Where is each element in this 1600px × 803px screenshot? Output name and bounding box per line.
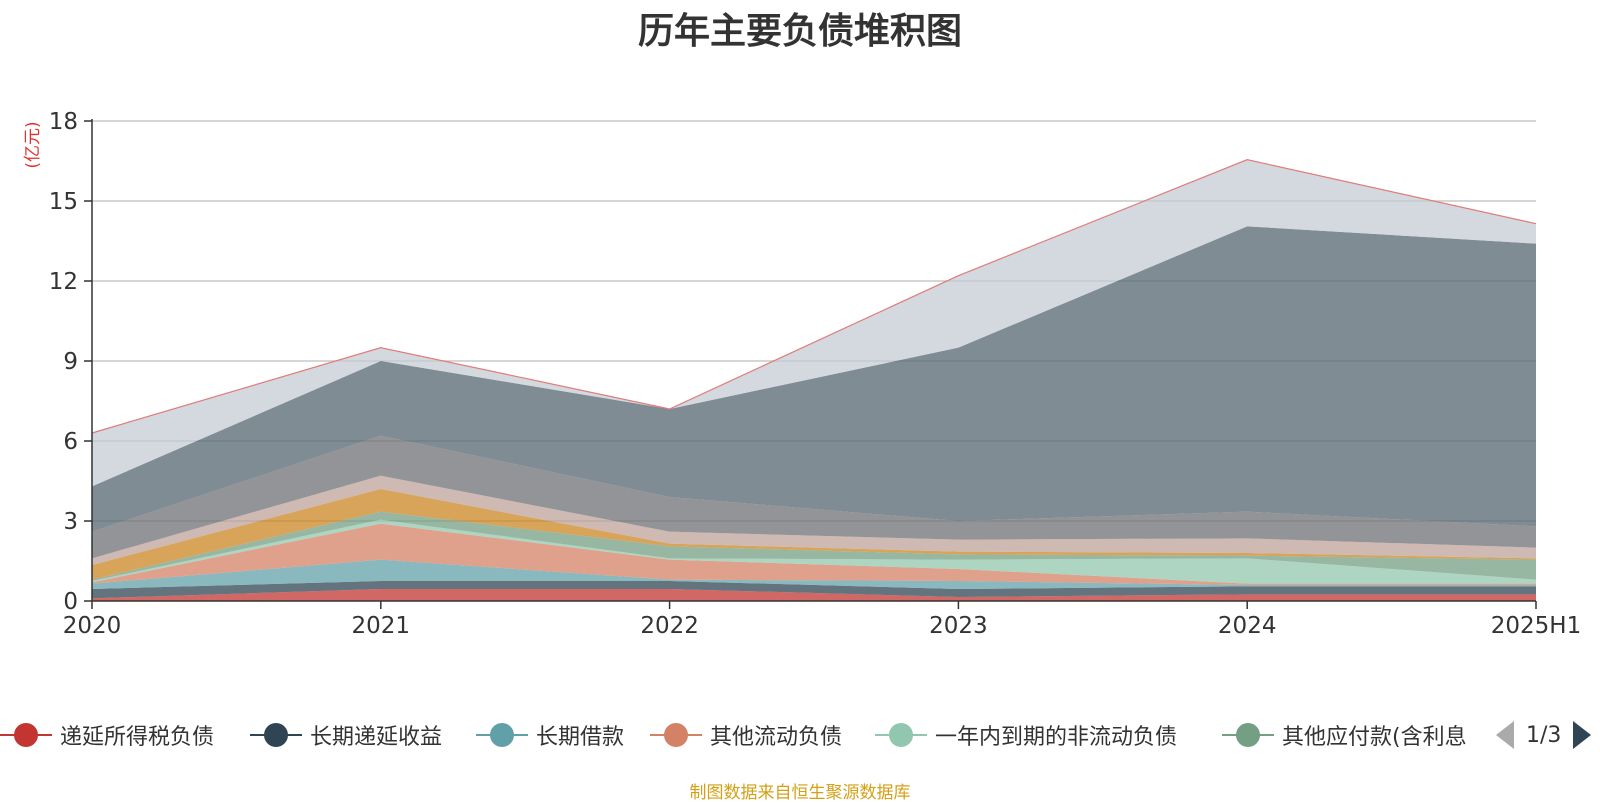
legend-item[interactable]: 长期递延收益 (250, 715, 442, 755)
y-tick-label: 18 (49, 109, 78, 135)
legend-label: 其他流动负债 (710, 725, 843, 750)
x-tick-label: 2023 (929, 613, 988, 639)
area-series-3 (92, 523, 1536, 585)
x-tick-label: 2024 (1218, 613, 1277, 639)
next-page-icon[interactable] (1573, 721, 1592, 749)
legend-marker-icon (650, 722, 702, 748)
axes: 0 3 6 9 12 15 18 2020 2021 2022 2023 2024 2025H1 (49, 109, 1582, 639)
area-series-1 (92, 581, 1536, 599)
legend-page-indicator: 1/3 (1526, 722, 1562, 748)
legend-marker-icon (0, 722, 52, 748)
legend-label: 其他应付款(含利息 (1282, 725, 1467, 750)
legend-item[interactable]: 递延所得税负债 (0, 715, 214, 755)
legend: 递延所得税负债 长期递延收益 长期借款 其他流动负债 一年内到期的非流动负债 其他应付款(… (0, 715, 1600, 755)
x-tick-label: 2025H1 (1491, 613, 1581, 639)
legend-label: 一年内到期的非流动负债 (935, 725, 1178, 750)
legend-marker-icon (476, 722, 528, 748)
x-tick-label: 2022 (640, 613, 699, 639)
legend-item[interactable]: 其他流动负债 (650, 715, 842, 755)
legend-pager: 1/3 (1496, 715, 1592, 755)
y-tick-label: 9 (63, 349, 78, 375)
legend-item[interactable]: 长期借款 (476, 715, 624, 755)
area-series (91, 159, 1537, 601)
legend-label: 长期借款 (536, 725, 625, 750)
y-tick-label: 12 (49, 269, 78, 295)
total-outline (91, 159, 1537, 434)
y-tick-label: 6 (63, 429, 78, 455)
x-tick-label: 2020 (63, 613, 122, 639)
prev-page-icon[interactable] (1496, 721, 1514, 749)
area-series-5 (92, 511, 1536, 581)
area-series-2 (92, 559, 1536, 589)
stacked-area-chart: 0 3 6 9 12 15 18 2020 2021 2022 2023 2024 2025H1 (亿元… (23, 109, 1582, 639)
legend-marker-icon (250, 722, 302, 748)
area-series-6 (92, 489, 1536, 580)
legend-marker-icon (1222, 722, 1274, 748)
y-axis-unit: (亿元) (23, 121, 43, 168)
x-tick-label: 2021 (352, 613, 411, 639)
area-series-4 (92, 519, 1536, 584)
area-series-0 (92, 589, 1536, 601)
legend-marker-icon (875, 722, 927, 748)
legend-label: 递延所得税负债 (60, 725, 215, 750)
area-series-7 (92, 475, 1536, 565)
y-tick-label: 15 (49, 189, 78, 215)
legend-label: 长期递延收益 (310, 725, 443, 750)
legend-item[interactable]: 一年内到期的非流动负债 (875, 715, 1177, 755)
chart-title: 历年主要负债堆积图 (637, 11, 962, 52)
area-series-8 (92, 435, 1536, 559)
y-tick-label: 3 (63, 509, 78, 535)
data-source-note: 制图数据来自恒生聚源数据库 (689, 783, 911, 803)
area-series-10 (92, 159, 1536, 487)
legend-item[interactable]: 其他应付款(含利息 (1222, 715, 1467, 755)
area-series-9 (92, 226, 1536, 532)
y-tick-label: 0 (63, 589, 78, 615)
